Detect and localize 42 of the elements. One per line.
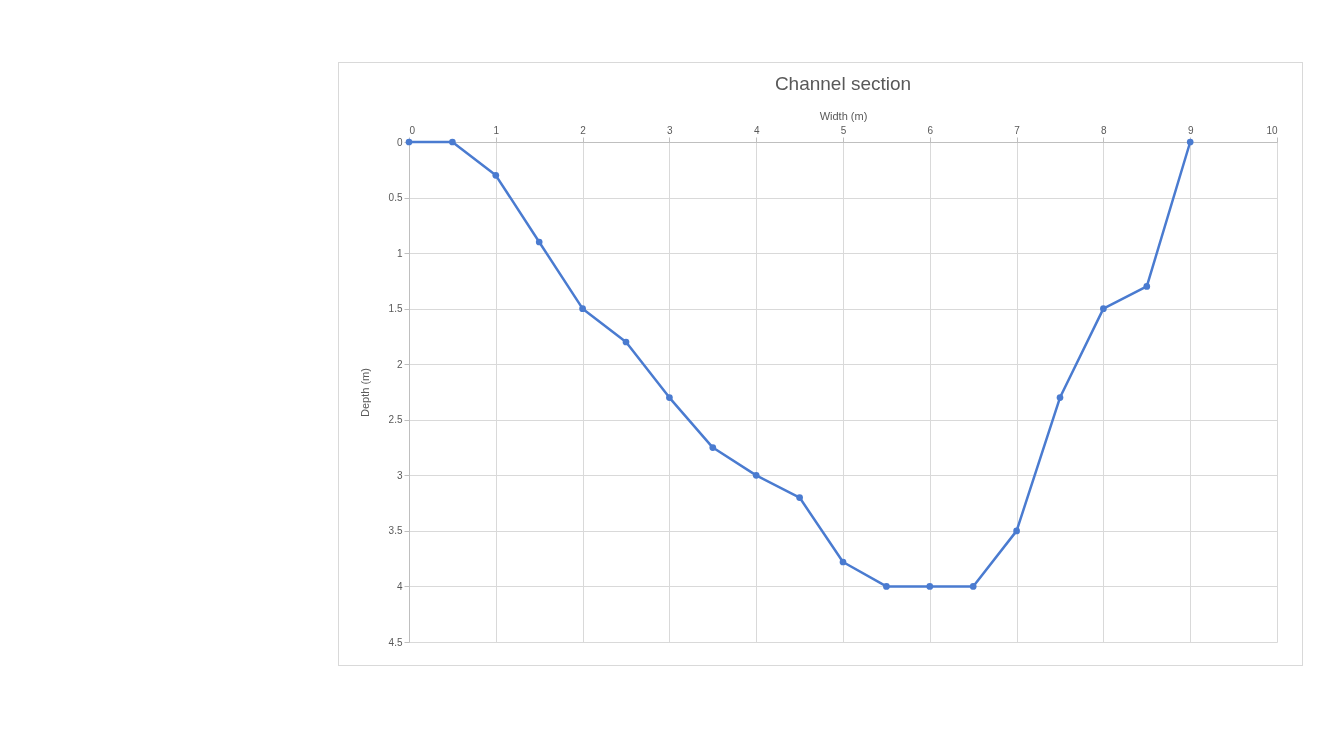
point xyxy=(449,138,456,146)
chart-title: Channel section xyxy=(774,73,912,94)
x-tick-label: 0 xyxy=(409,124,416,136)
point xyxy=(926,583,934,590)
y-tick-label: 2.5 xyxy=(388,414,403,426)
y-axis-title: Depth (m) xyxy=(358,368,371,417)
x-tick-label: 7 xyxy=(1014,124,1021,136)
y-tick-label: 0 xyxy=(396,136,403,148)
point xyxy=(1100,305,1107,313)
x-tick-label: 1 xyxy=(493,124,500,136)
y-tick-label: 1 xyxy=(396,247,403,259)
point xyxy=(969,583,977,590)
y-tick-label: 0.5 xyxy=(388,192,403,204)
point xyxy=(709,444,717,451)
point xyxy=(1143,283,1151,290)
x-tick-label: 5 xyxy=(840,124,847,136)
point xyxy=(1013,527,1020,535)
point xyxy=(796,494,803,501)
x-tick-label: 3 xyxy=(667,124,674,136)
y-tick-label: 3.5 xyxy=(388,525,403,537)
y-tick-label: 1.5 xyxy=(388,303,403,315)
y-tick-label: 4.5 xyxy=(388,636,403,648)
point xyxy=(622,338,630,346)
y-tick-label: 4 xyxy=(396,580,403,592)
x-tick-label: 9 xyxy=(1187,124,1194,136)
point xyxy=(752,471,760,479)
point xyxy=(535,238,543,246)
x-tick-label: 4 xyxy=(753,124,760,136)
point xyxy=(883,583,890,590)
x-axis-title: Width (m) xyxy=(819,109,868,122)
x-tick-label: 8 xyxy=(1101,124,1108,136)
point xyxy=(666,394,673,401)
y-tick-label: 3 xyxy=(396,469,403,481)
point xyxy=(492,171,500,179)
x-tick-label: 2 xyxy=(580,124,587,136)
point xyxy=(839,558,847,566)
point xyxy=(579,305,586,313)
point xyxy=(1186,138,1194,146)
x-tick-label: 10 xyxy=(1266,124,1278,136)
point xyxy=(1056,394,1064,401)
y-tick-label: 2 xyxy=(396,358,403,370)
x-tick-label: 6 xyxy=(927,124,934,136)
